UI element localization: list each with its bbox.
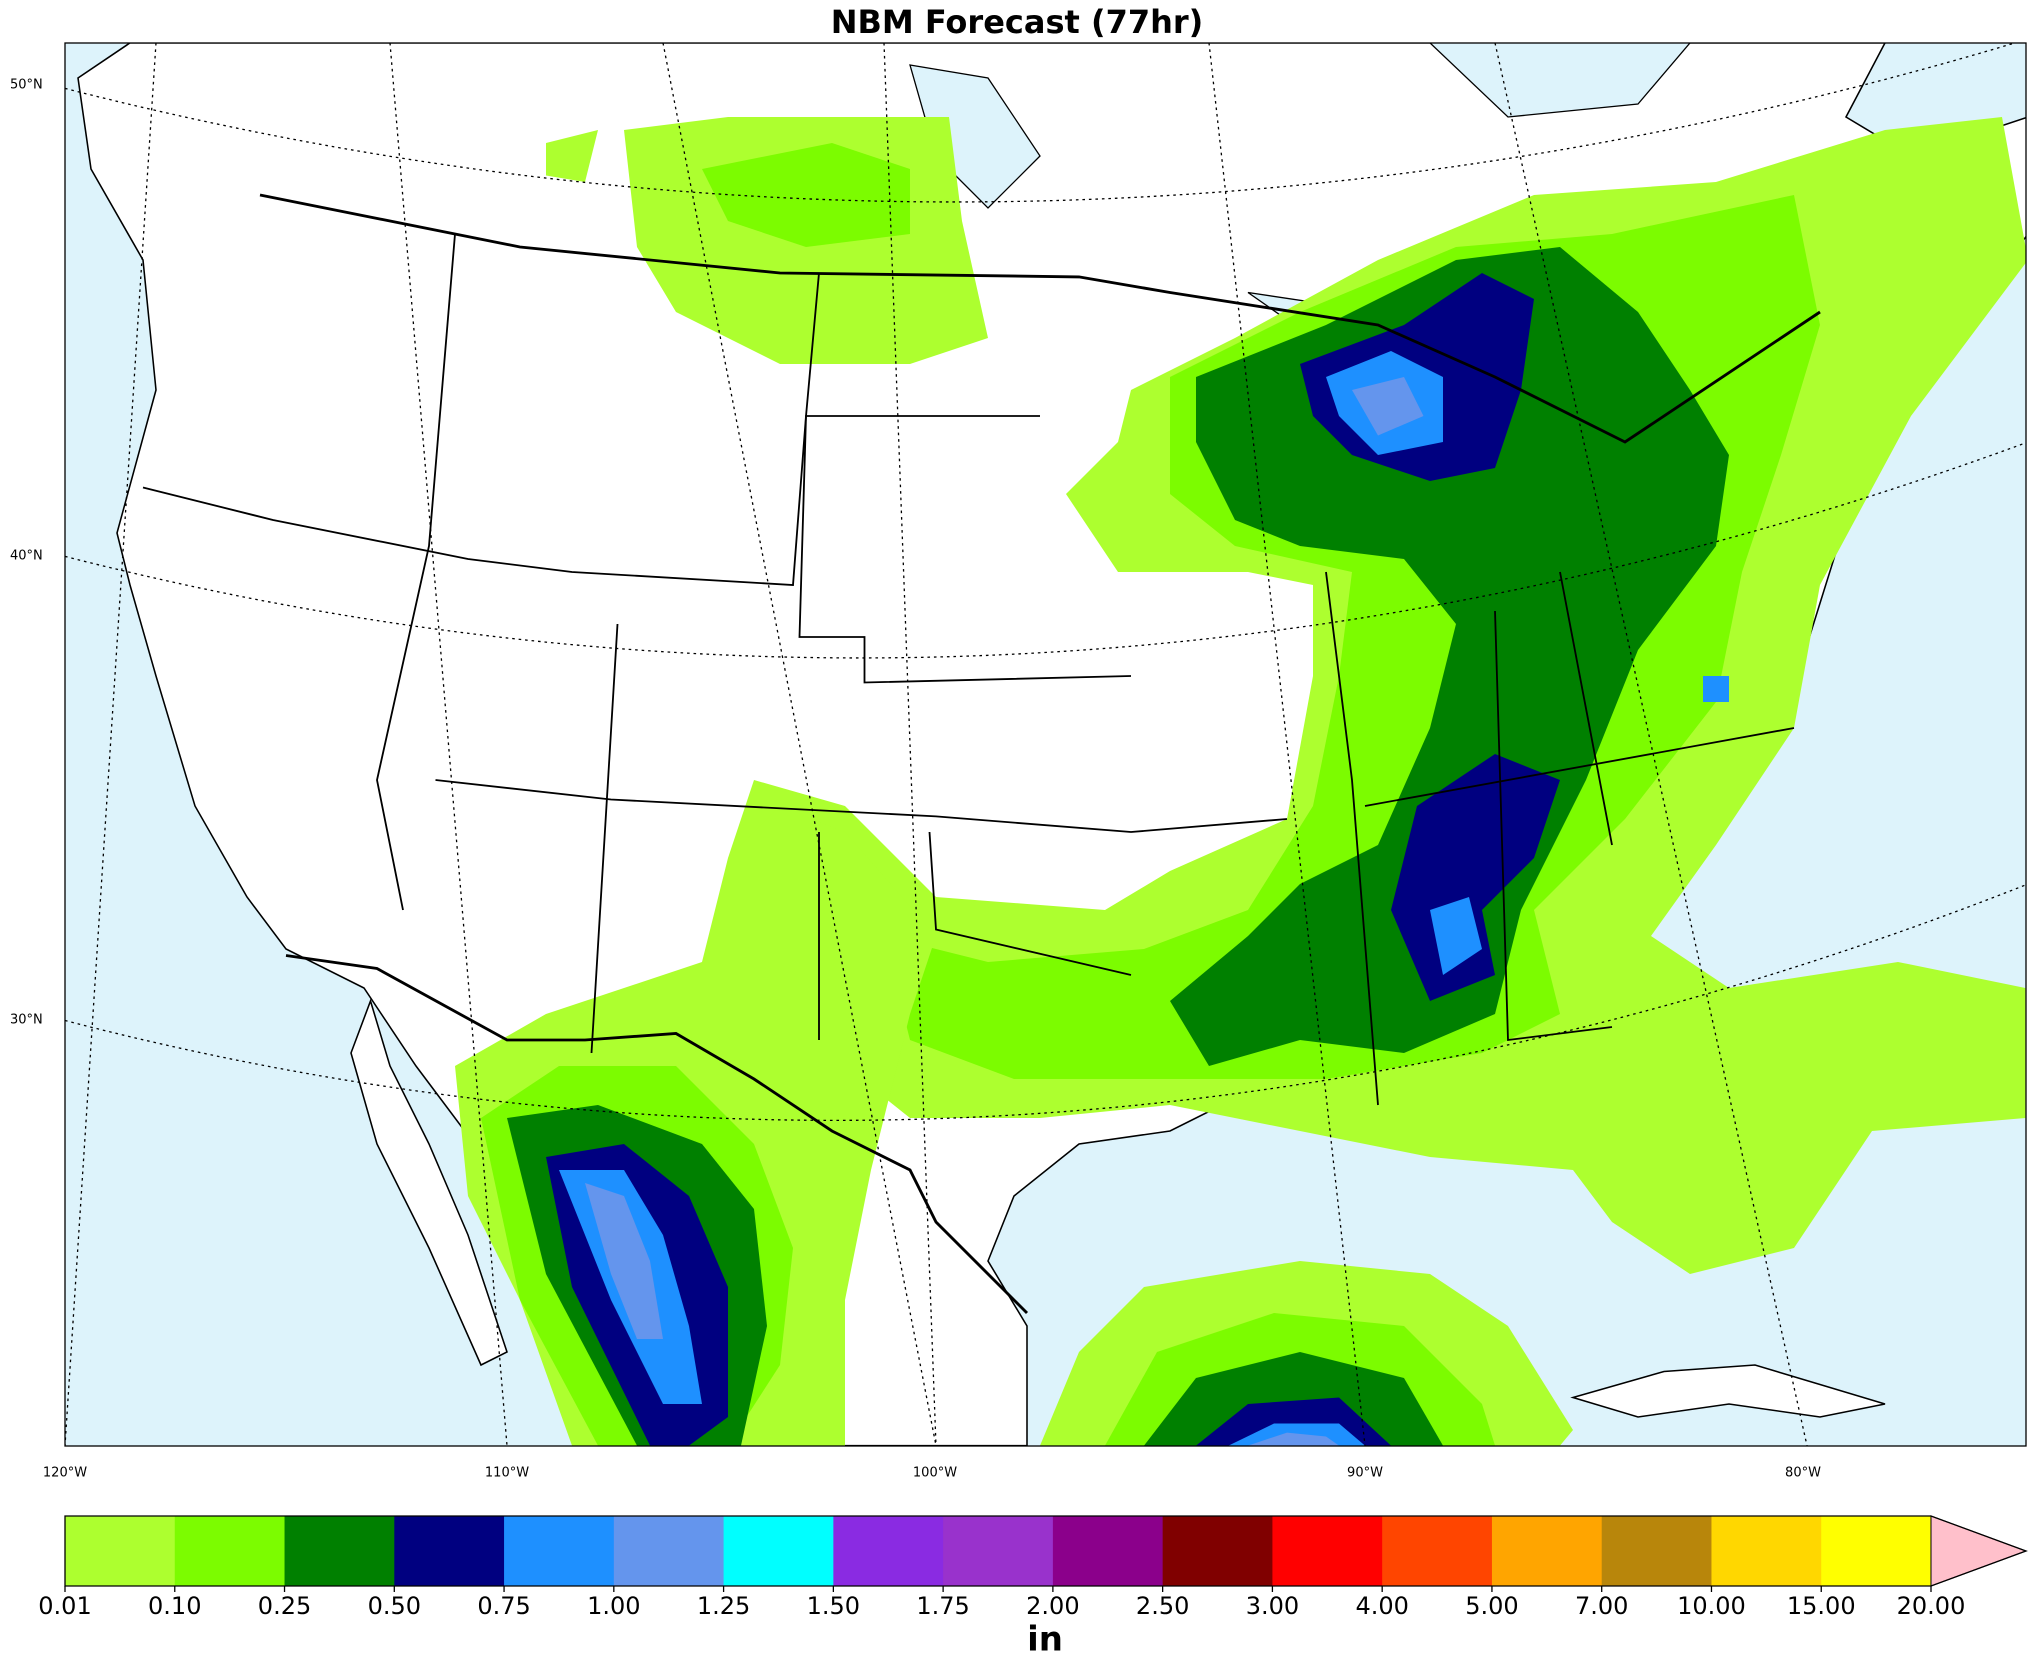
tick-label: 4.00 bbox=[1355, 1592, 1408, 1620]
tick-label: 0.01 bbox=[38, 1592, 91, 1620]
tick-label: 1.00 bbox=[587, 1592, 640, 1620]
tick-label: 0.50 bbox=[368, 1592, 421, 1620]
map-layers bbox=[65, 43, 2026, 1446]
color-swatch bbox=[1821, 1516, 1932, 1586]
state-lines bbox=[142, 233, 1795, 1106]
lat-labels: 50°N 40°N 30°N bbox=[10, 78, 43, 1028]
tick-label: 20.00 bbox=[1897, 1592, 1966, 1620]
color-swatch bbox=[833, 1516, 944, 1586]
lon-label: 90°W bbox=[1347, 1466, 1383, 1481]
color-swatch bbox=[504, 1516, 615, 1586]
color-swatch bbox=[1711, 1516, 1822, 1586]
color-swatch bbox=[1382, 1516, 1493, 1586]
tick-label: 7.00 bbox=[1575, 1592, 1628, 1620]
color-swatch bbox=[613, 1516, 725, 1586]
lon-label: 120°W bbox=[43, 1466, 87, 1481]
tick-label: 0.25 bbox=[258, 1592, 311, 1620]
color-swatch bbox=[723, 1516, 834, 1586]
colorbar-outline bbox=[64, 1515, 2028, 1587]
tick-label: 1.50 bbox=[807, 1592, 860, 1620]
lat-label: 50°N bbox=[10, 78, 43, 93]
precip-north bbox=[546, 116, 988, 364]
color-swatch bbox=[1052, 1516, 1164, 1586]
cuba bbox=[1570, 1364, 1886, 1418]
tick-label: 1.25 bbox=[697, 1592, 750, 1620]
lat-label: 40°N bbox=[10, 549, 43, 564]
extend-arrow bbox=[1930, 1515, 2028, 1587]
color-swatch bbox=[65, 1516, 176, 1586]
lon-labels: 120°W 110°W 100°W 90°W 80°W bbox=[43, 1466, 1821, 1481]
tick-label: 15.00 bbox=[1787, 1592, 1856, 1620]
color-swatch bbox=[284, 1516, 395, 1586]
map-frame bbox=[64, 42, 2027, 1447]
tick-label: 0.10 bbox=[148, 1592, 201, 1620]
lon-label: 80°W bbox=[1785, 1466, 1821, 1481]
map-title: NBM Forecast (77hr) bbox=[831, 3, 1204, 41]
color-swatch bbox=[943, 1516, 1054, 1586]
color-swatch bbox=[1272, 1516, 1383, 1586]
graticule bbox=[65, 43, 2026, 1446]
precip-gulf bbox=[1040, 1261, 1573, 1446]
color-swatch bbox=[1162, 1516, 1273, 1586]
colorbar: 0.01 0.10 0.25 0.50 0.75 1.00 1.25 1.50 1.75 2.00… bbox=[38, 1515, 2028, 1620]
tick-label: 5.00 bbox=[1465, 1592, 1518, 1620]
lon-label: 110°W bbox=[485, 1466, 529, 1481]
borders bbox=[259, 193, 1821, 1315]
precip-east bbox=[727, 116, 2026, 1274]
tick-label: 2.50 bbox=[1136, 1592, 1189, 1620]
tick-label: 3.00 bbox=[1246, 1592, 1299, 1620]
map bbox=[65, 43, 2026, 1446]
color-swatch bbox=[174, 1516, 286, 1586]
baja bbox=[350, 998, 508, 1367]
precip-southwest bbox=[454, 806, 936, 1446]
colorbar-label: in bbox=[1027, 1620, 1063, 1660]
color-swatch bbox=[394, 1516, 505, 1586]
tick-label: 2.00 bbox=[1026, 1592, 1079, 1620]
tick-label: 10.00 bbox=[1677, 1592, 1746, 1620]
lat-label: 30°N bbox=[10, 1013, 43, 1028]
tick-label: 1.75 bbox=[916, 1592, 969, 1620]
lon-label: 100°W bbox=[913, 1466, 957, 1481]
tick-label: 0.75 bbox=[477, 1592, 530, 1620]
color-swatch bbox=[1491, 1516, 1603, 1586]
color-swatch bbox=[1601, 1516, 1712, 1586]
